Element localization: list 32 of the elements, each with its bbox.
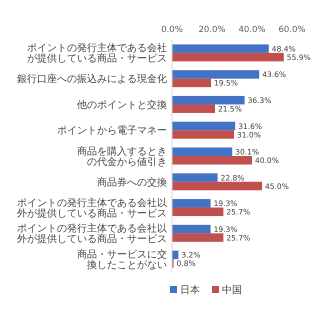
y-tick-label: 商品券への交換 bbox=[97, 176, 167, 188]
y-tick-label: 商品を購入するときの代金から値引き bbox=[77, 145, 167, 168]
y-tick-label: ポイントから電子マネー bbox=[57, 126, 167, 137]
x-tick-label: 0.0% bbox=[161, 25, 183, 35]
bar bbox=[172, 173, 218, 182]
bar bbox=[172, 70, 260, 79]
x-tick-label: 60.0% bbox=[278, 25, 306, 35]
bar bbox=[172, 208, 224, 216]
y-tick-label: ポイントの発行主体である会社が提供している商品・サービス bbox=[27, 42, 167, 65]
y-tick-label: ポイントの発行主体である会社以外が提供している商品・サービス bbox=[17, 196, 167, 220]
bar bbox=[172, 182, 262, 190]
x-tick-label: 40.0% bbox=[238, 25, 266, 35]
y-tick-label: 商品・サービスに交換したことがない bbox=[77, 248, 167, 271]
bar bbox=[172, 233, 224, 242]
bar bbox=[172, 156, 252, 164]
bar bbox=[172, 104, 215, 113]
bar bbox=[172, 199, 211, 208]
y-tick-label: 銀行口座への振込みによる現金化 bbox=[17, 73, 167, 86]
y-tick-label: 他のポイントと交換 bbox=[77, 98, 167, 111]
bar bbox=[172, 224, 211, 234]
bar bbox=[172, 130, 234, 139]
bar bbox=[172, 148, 232, 156]
bar bbox=[172, 250, 178, 260]
legend-label: 日本 bbox=[180, 284, 200, 296]
x-tick-label: 20.0% bbox=[198, 25, 226, 35]
bar bbox=[172, 44, 269, 53]
y-tick-label: ポイントの発行主体である会社以外が提供している商品・サービス bbox=[17, 222, 167, 246]
legend-label: 中国 bbox=[222, 284, 242, 296]
bar bbox=[172, 78, 211, 88]
bar bbox=[172, 52, 284, 62]
bar bbox=[172, 96, 245, 104]
bar bbox=[172, 122, 236, 130]
